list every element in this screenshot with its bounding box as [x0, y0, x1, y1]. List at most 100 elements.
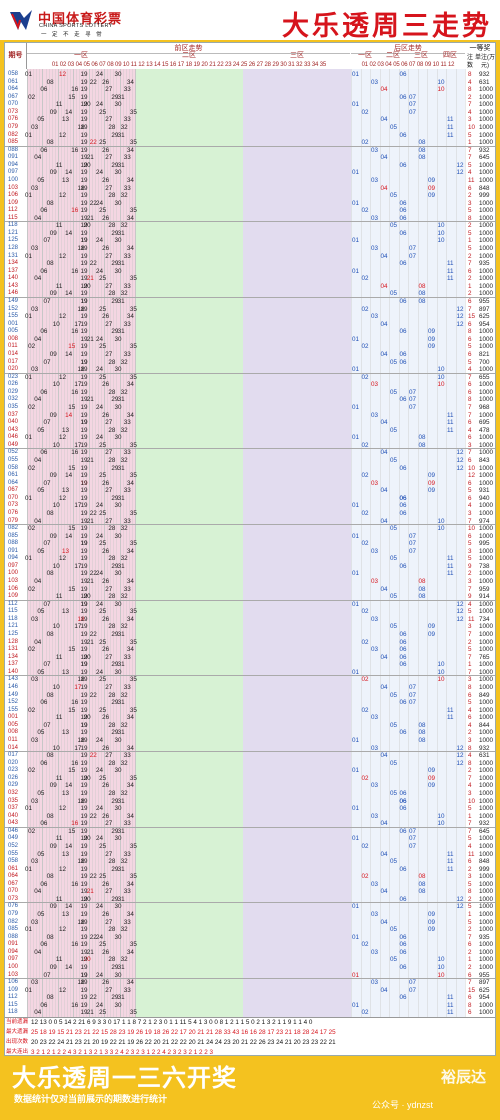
prize-amount-cell: 1000 — [479, 797, 494, 805]
back-ball: 08 — [418, 434, 426, 442]
table-row: 082 5 1000 01 12 19 29 31 06 11 — [5, 132, 495, 140]
front-ball: 24 — [95, 570, 103, 578]
grid-line — [128, 69, 130, 1055]
table-row: 152 5 1000 06 16 19 29 31 06 07 — [5, 699, 495, 707]
front-ball: 14 — [65, 903, 73, 911]
front-ball: 14 — [65, 108, 73, 116]
front-ball: 34 — [126, 479, 134, 487]
front-ball: 33 — [123, 585, 131, 593]
table-row: 134 7 935 08 22 19 29 31 06 11 — [5, 260, 495, 268]
back-ball: 07 — [409, 388, 417, 396]
front-ball: 04 — [34, 275, 42, 283]
period-cell: 085 — [8, 532, 19, 539]
front-ball: 33 — [123, 653, 131, 661]
table-row: 067 5 1000 06 16 19 26 34 03 08 — [5, 881, 495, 889]
grid-line — [54, 69, 56, 1055]
prize-count-cell: 4 — [468, 721, 472, 729]
front-ball: 19 — [80, 668, 88, 676]
front-ball: 26 — [102, 245, 110, 253]
table-row: 052 7 1000 06 16 19 27 33 04 12 — [5, 449, 495, 457]
front-ball: 08 — [46, 570, 54, 578]
front-ball: 12 — [58, 805, 66, 813]
front-ball: 26 — [102, 744, 110, 752]
front-ball: 02 — [28, 706, 36, 714]
back-ball: 10 — [437, 971, 445, 979]
back-ball: 03 — [371, 313, 379, 321]
back-ball: 03 — [371, 78, 379, 86]
table-row: 037 7 1000 09 14 19 26 34 03 11 — [5, 412, 495, 420]
table-row: 049 3 1000 10 17 19 25 35 02 08 — [5, 442, 495, 450]
front-ball: 05 — [37, 116, 45, 124]
back-ball: 05 — [390, 691, 398, 699]
table-row: 103 6 955 07 19 19 24 30 01 10 — [5, 972, 495, 980]
table-row: 064 3 1000 08 22 19 25 35 02 08 — [5, 873, 495, 881]
prize-amount-cell: 1000 — [479, 479, 494, 487]
prize-count-cell: 5 — [468, 608, 472, 616]
front-ball: 07 — [43, 971, 51, 979]
period-cell: 149 — [8, 691, 19, 698]
front-ball: 16 — [71, 267, 79, 275]
prize-count-cell: 7 — [468, 146, 472, 154]
front-ball: 01 — [25, 434, 33, 442]
prize-header: 一等奖 — [469, 45, 491, 52]
grid-line — [30, 69, 32, 1055]
front-ball: 30 — [114, 403, 122, 411]
period-cell: 073 — [8, 108, 19, 115]
front-ball: 03 — [31, 366, 39, 374]
table-row: 091 3 1000 05 13 19 26 34 03 07 — [5, 548, 495, 556]
back-ball: 07 — [409, 101, 417, 109]
period-cell: 109 — [8, 986, 19, 993]
front-ball: 19 — [80, 714, 88, 722]
front-ball: 29 — [111, 131, 119, 139]
front-ball: 07 — [43, 600, 51, 608]
prize-count-cell: 2 — [468, 222, 472, 230]
front-ball: 31 — [117, 699, 125, 707]
front-ball: 14 — [65, 169, 73, 177]
front-ball: 35 — [129, 139, 137, 147]
prize-count-cell: 3 — [468, 509, 472, 517]
back-ball: 01 — [352, 169, 360, 177]
grid-line — [104, 69, 106, 1055]
front-ball: 12 — [58, 192, 66, 200]
table-row: 125 1 1000 07 19 19 24 30 01 10 — [5, 237, 495, 245]
front-ball: 18 — [77, 123, 85, 131]
period-cell: 040 — [8, 419, 19, 426]
front-ball: 22 — [89, 570, 97, 578]
table-row: 049 5 1000 11 20 19 24 30 01 07 — [5, 835, 495, 843]
front-ball: 19 — [80, 1009, 88, 1017]
back-ball: 09 — [428, 479, 436, 487]
prize-count-cell: 4 — [468, 600, 472, 608]
period-cell: 040 — [8, 812, 19, 819]
prize-count-cell: 1 — [468, 282, 472, 290]
front-ball: 19 — [80, 313, 88, 321]
table-row: 076 3 1000 05 13 19 27 33 04 11 — [5, 116, 495, 124]
back-ball: 05 — [390, 290, 398, 298]
back-ball: 02 — [361, 706, 369, 714]
front-ball: 19 — [80, 419, 88, 427]
front-ball: 20 — [83, 835, 91, 843]
front-ball: 33 — [123, 320, 131, 328]
table-row: 011 5 1000 02 15 19 25 35 02 09 — [5, 343, 495, 351]
prize-amount-cell: 1000 — [479, 903, 494, 911]
back-ball: 06 — [399, 653, 407, 661]
prize-amount-cell: 1000 — [479, 275, 494, 283]
prize-amount-cell: 1000 — [479, 608, 494, 616]
front-ball: 12 — [58, 131, 66, 139]
front-ball: 31 — [117, 729, 125, 737]
front-ball: 19 — [80, 131, 88, 139]
prize-count-cell: 8 — [468, 214, 472, 222]
front-ball: 18 — [77, 615, 85, 623]
front-ball: 29 — [111, 562, 119, 570]
stats-panel: 当前遗漏 12 13 0 0 5 14 2 21 6 9 3 3 0 17 1 1… — [5, 1017, 495, 1055]
prize-amount-cell: 1000 — [479, 676, 494, 684]
period-cell: 100 — [8, 176, 19, 183]
front-ball: 26 — [102, 812, 110, 820]
period-cell: 076 — [8, 903, 19, 910]
back-ball: 12 — [456, 449, 464, 457]
front-ball: 28 — [108, 456, 116, 464]
prize-count-cell: 2 — [468, 290, 472, 298]
front-ball: 06 — [40, 388, 48, 396]
prize-amount-cell: 1000 — [479, 464, 494, 472]
grid-line — [94, 69, 96, 1055]
table-row: 032 8 1000 04 21 19 29 31 06 07 — [5, 396, 495, 404]
